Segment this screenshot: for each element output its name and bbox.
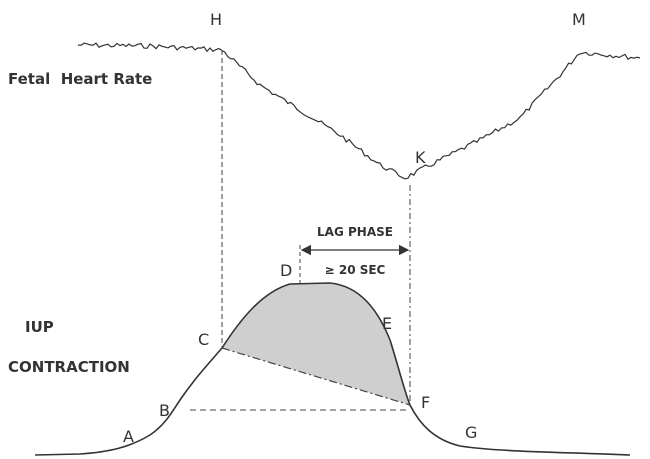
point-label: B — [159, 401, 170, 420]
point-label: K — [415, 148, 426, 167]
point-label: A — [123, 427, 134, 446]
iup-label: IUP — [25, 318, 54, 336]
fhr-label: Fetal Heart Rate — [8, 70, 152, 88]
fhr-curve — [77, 42, 641, 180]
lag-label: LAG PHASE — [317, 225, 393, 239]
point-label: D — [280, 261, 292, 280]
contraction-curve — [34, 282, 631, 456]
chord — [221, 347, 411, 406]
point-label: E — [382, 314, 392, 333]
point-label: F — [421, 393, 430, 412]
point-label: M — [572, 10, 586, 29]
point-label: H — [210, 10, 222, 29]
shaded-area — [222, 283, 410, 405]
point-label: C — [198, 330, 209, 349]
point-label: G — [465, 423, 477, 442]
lag-duration: ≥ 20 SEC — [325, 263, 386, 277]
iup-label: CONTRACTION — [8, 358, 130, 376]
